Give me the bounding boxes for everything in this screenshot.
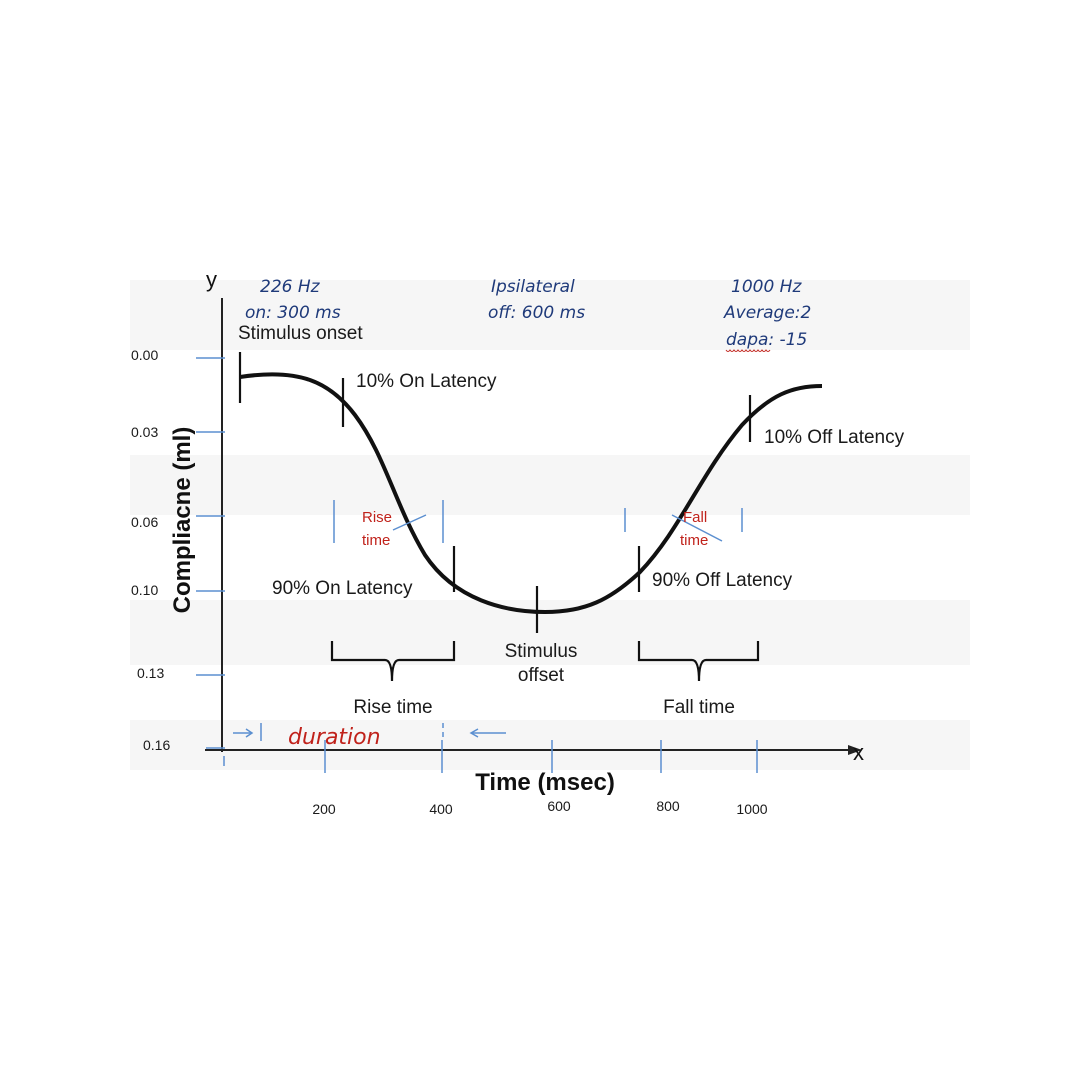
y-axis-title: Compliacne (ml) [169, 427, 196, 614]
x-tick-label: 200 [312, 801, 336, 817]
fall-small-label: Fall [683, 509, 707, 526]
y-tick-label: 0.13 [137, 665, 164, 681]
off-latency-10-label: 10% Off Latency [764, 427, 905, 448]
fall-small-label: time [680, 532, 708, 549]
settings-left-line: on: 300 ms [245, 303, 341, 323]
response-curve [239, 372, 823, 615]
y-tick-label: 0.00 [131, 347, 158, 363]
settings-right-line: Average:2 [723, 303, 811, 323]
settings-left-line: 226 Hz [260, 277, 321, 297]
rise-fall-guides [333, 500, 743, 543]
fall-time-label: Fall time [663, 697, 735, 718]
x-tick-label: 800 [656, 798, 680, 814]
settings-right-line: 1000 Hz [731, 277, 802, 297]
x-axis-letter: x [853, 740, 864, 765]
rise-pointer-arrow [392, 514, 427, 531]
latency-markers [238, 352, 752, 633]
duration-left-arrowhead [245, 728, 254, 738]
stimulus-offset-label: offset [518, 665, 565, 686]
rise-small-label: Rise [362, 509, 392, 526]
fall-pointer-arrow [671, 514, 723, 542]
x-axis-arrowhead [848, 745, 862, 755]
duration-right-arrowhead [469, 728, 479, 738]
rise-time-label: Rise time [353, 697, 432, 718]
background-bands [130, 280, 970, 770]
on-latency-90-label: 90% On Latency [272, 578, 413, 599]
settings-right-line: dapa: -15 [726, 330, 807, 350]
y-tick-label: 0.10 [131, 582, 158, 598]
y-ticks [196, 357, 225, 749]
on-latency-10-label: 10% On Latency [356, 371, 497, 392]
settings-center-line: Ipsilateral [491, 277, 575, 297]
stimulus-offset-label: Stimulus [505, 641, 578, 662]
stimulus-onset-label: Stimulus onset [238, 323, 363, 344]
x-axis-title: Time (msec) [475, 769, 615, 796]
rise-time-brace [330, 641, 456, 682]
settings-center-line: off: 600 ms [488, 303, 585, 323]
y-tick-label: 0.06 [131, 514, 158, 530]
x-ticks [223, 740, 758, 773]
duration-arrows [233, 723, 506, 741]
x-tick-label: 400 [429, 801, 453, 817]
duration-label: duration [288, 725, 381, 750]
rise-small-label: time [362, 532, 390, 549]
y-tick-label: 0.16 [143, 737, 170, 753]
off-latency-90-label: 90% Off Latency [652, 570, 793, 591]
y-axis-letter: y [206, 267, 217, 292]
x-tick-label: 600 [547, 798, 571, 814]
fall-time-brace [637, 641, 760, 682]
y-tick-label: 0.03 [131, 424, 158, 440]
x-tick-label: 1000 [736, 801, 767, 817]
spellcheck-underline [725, 349, 771, 352]
